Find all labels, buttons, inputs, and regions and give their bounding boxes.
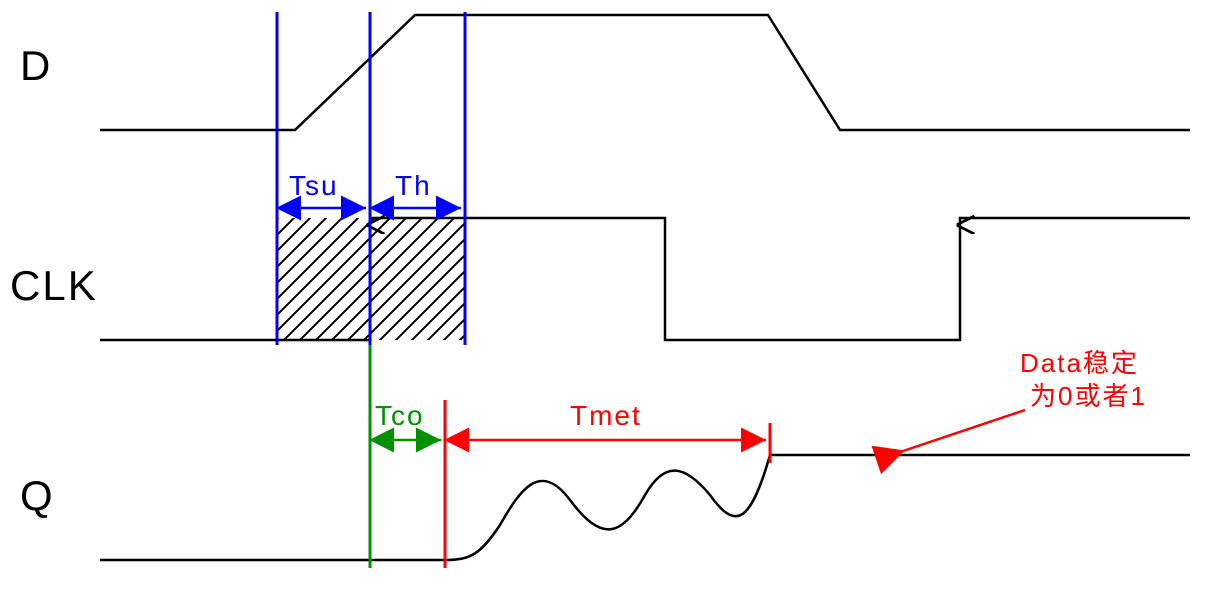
signal-clk-waveform (100, 218, 1190, 340)
dim-label-tco: Tco (375, 400, 425, 431)
data-stable-note: Data稳定为0或者1 (900, 348, 1147, 452)
signal-q-waveform (100, 455, 1190, 560)
dim-label-tsu: Tsu (289, 170, 339, 201)
signal-d-waveform (100, 15, 1190, 130)
dim-label-tmet: Tmet (570, 400, 642, 431)
signal-clk-label: CLK (10, 262, 98, 309)
signal-d-label: D (20, 42, 52, 89)
note-arrow (900, 410, 1025, 452)
signal-q-label: Q (20, 472, 55, 519)
note-line2: 为0或者1 (1030, 381, 1147, 411)
dim-label-th: Th (395, 170, 432, 201)
note-line1: Data稳定 (1020, 348, 1139, 378)
